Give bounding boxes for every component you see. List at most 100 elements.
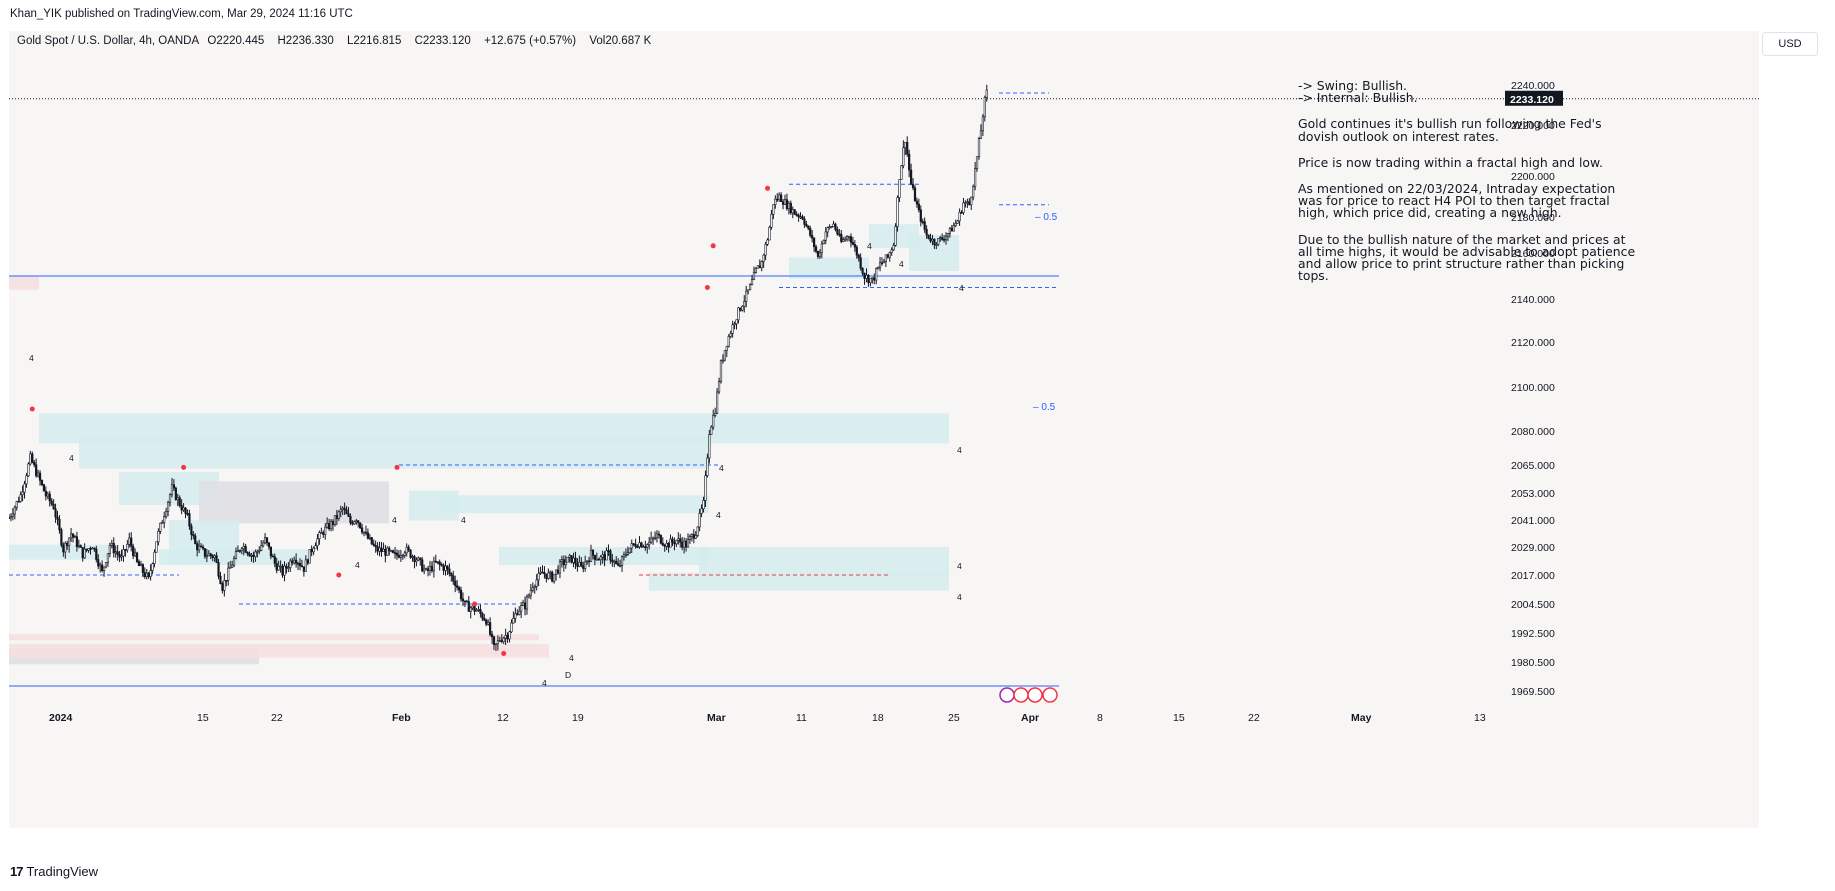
candle-body <box>333 515 337 525</box>
candle-body <box>434 560 437 563</box>
candle-body <box>215 555 218 563</box>
candle-body <box>636 546 639 549</box>
candle-body <box>310 549 313 553</box>
candle-body <box>826 227 829 233</box>
candle-body <box>962 202 965 213</box>
candle-body <box>855 246 858 256</box>
candle-body <box>48 493 51 502</box>
candle-body <box>405 546 408 554</box>
candle-body <box>196 543 199 551</box>
candle-body <box>877 266 880 269</box>
candle-body <box>900 165 903 180</box>
candle-body <box>609 550 612 561</box>
candle-body <box>828 226 831 229</box>
candle-body <box>653 537 657 540</box>
candle-body <box>304 559 307 572</box>
candle-body <box>428 566 432 572</box>
candle-body <box>141 564 144 573</box>
candle-body <box>211 555 214 558</box>
chart-frame[interactable]: 4 4 4 4 4 4 4 4 4 4 4 4 4 4 4 D – 0.5 – 0.5 2240.000 2220.… <box>7 31 1835 856</box>
candle-body <box>754 268 757 273</box>
candle-body <box>487 622 490 625</box>
candle-body <box>225 580 228 582</box>
candle-body <box>33 462 36 466</box>
candle-body <box>818 252 822 257</box>
candle-body <box>946 233 950 237</box>
price-axis[interactable]: 2240.000 2220.000 2200.000 2180.000 2160.000… <box>1505 80 1563 698</box>
candle-body <box>925 229 928 236</box>
candle-body <box>15 501 18 508</box>
candle-body <box>811 235 814 239</box>
candle-body <box>824 231 827 241</box>
candle-body <box>463 600 467 603</box>
candle-body <box>236 550 240 552</box>
price-tick-label: 2100.000 <box>1511 382 1555 394</box>
footer-brand[interactable]: 17 TradingView <box>10 864 98 879</box>
candle-body <box>221 583 224 591</box>
candle-body <box>580 561 583 567</box>
candle-body <box>298 563 302 567</box>
candle-body <box>110 543 113 546</box>
candle-body <box>417 557 420 561</box>
time-axis[interactable]: 2024 15 22 Feb 12 19 Mar 11 18 25 Apr 8 15 22 May 13 <box>49 712 1486 724</box>
candle-body <box>479 609 482 614</box>
marks-layer: 4 4 4 4 4 4 4 4 4 4 4 4 4 4 4 D – 0.5 – 0.5 <box>29 185 1058 703</box>
candle-body <box>776 198 779 201</box>
candle-body <box>752 272 756 280</box>
candle-body <box>444 565 447 571</box>
candle-body <box>291 560 294 564</box>
candle-body <box>265 537 269 543</box>
candle-body <box>717 381 721 393</box>
calendar-event-icon <box>1042 687 1058 703</box>
candle-body <box>975 156 979 169</box>
candle-body <box>392 550 395 553</box>
price-chart[interactable]: 4 4 4 4 4 4 4 4 4 4 4 4 4 4 4 D – 0.5 – 0.5 2240.000 2220.… <box>7 31 1835 856</box>
time-tick-label: Mar <box>707 712 726 724</box>
candle-body <box>814 246 818 252</box>
candle-body <box>630 543 633 549</box>
candle-body <box>715 391 719 414</box>
candle-body <box>155 541 158 553</box>
candle-body <box>584 561 587 569</box>
analysis-notes: -> Swing: Bullish. -> Internal: Bullish.… <box>1298 79 1638 296</box>
candle-body <box>308 549 311 564</box>
candle-body <box>182 507 185 511</box>
candle-body <box>139 564 143 567</box>
candle-body <box>384 548 387 556</box>
candle-body <box>816 250 820 257</box>
candle-body <box>593 554 596 560</box>
candle-body <box>572 557 575 563</box>
candle-body <box>698 513 701 528</box>
candle-body <box>339 509 342 513</box>
candle-body <box>426 568 430 572</box>
candle-body <box>128 537 131 545</box>
candle-body <box>836 229 839 235</box>
time-tick-label: 25 <box>948 712 960 724</box>
candle-body <box>927 234 930 239</box>
candle-body <box>729 333 732 337</box>
candle-body <box>240 548 243 552</box>
zone-rect <box>649 572 949 591</box>
candle-body <box>145 572 148 578</box>
candle-body <box>116 551 119 555</box>
candle-body <box>376 546 379 552</box>
candle-body <box>770 213 773 228</box>
candle-body <box>83 548 86 559</box>
candle-body <box>657 533 660 536</box>
candle-body <box>250 554 253 557</box>
candle-body <box>69 533 73 539</box>
candle-body <box>832 223 835 227</box>
candle-body <box>17 501 20 503</box>
currency-button[interactable]: USD <box>1762 32 1818 56</box>
candle-body <box>758 265 761 269</box>
candle-body <box>322 532 325 535</box>
candle-body <box>547 572 550 579</box>
candle-body <box>650 537 653 543</box>
candle-body <box>66 542 69 547</box>
candle-body <box>457 587 461 591</box>
candle-body <box>958 211 961 222</box>
candle-body <box>778 194 781 201</box>
candle-body <box>667 542 670 548</box>
candle-body <box>506 634 509 640</box>
candle-body <box>448 568 451 574</box>
